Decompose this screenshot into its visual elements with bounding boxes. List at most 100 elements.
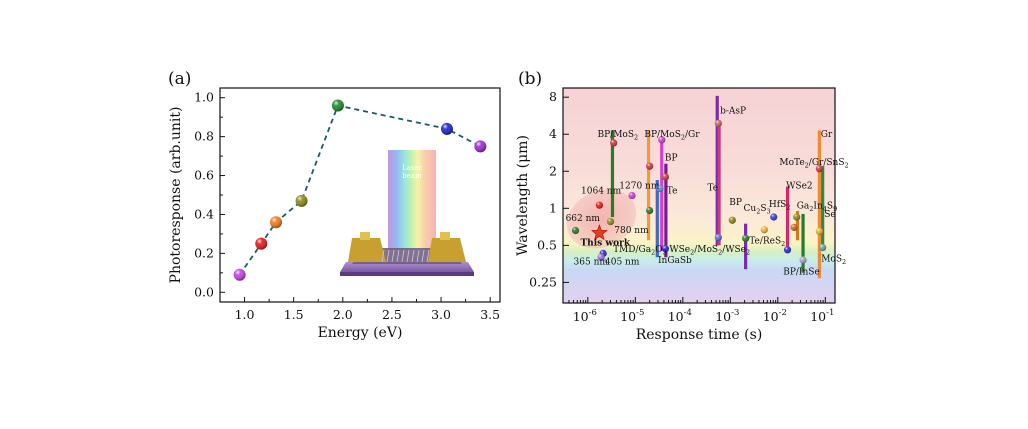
plot-frame-b: [562, 87, 836, 304]
array-line: [421, 249, 425, 263]
annotation-10: WSe2/MoS2/WSe2: [669, 245, 750, 257]
y-tick-label-a: 0.4: [194, 206, 214, 221]
data-point-b-17: [742, 234, 750, 242]
annotation-2: BP: [665, 153, 678, 163]
annotation-1: BP/MoS2/Gr: [644, 130, 700, 142]
panel-label-b: (b): [518, 69, 542, 89]
data-point-b-6: [610, 139, 618, 147]
data-point-b-9: [646, 162, 654, 170]
data-point-b-12: [661, 173, 670, 181]
array-line: [406, 249, 410, 263]
annotation-15: Te: [707, 183, 718, 193]
annotation-25: Gr: [821, 130, 833, 140]
y-tick-label-b: 0.5: [537, 237, 557, 252]
electrode-right: [428, 238, 466, 262]
x-tick-label-a: 1.0: [235, 307, 255, 322]
annotation-24: MoS2: [821, 254, 846, 266]
y-axis-title-b: Wavelength (μm): [515, 135, 531, 256]
data-point-b-13: [661, 245, 670, 253]
x-tick-label-a: 3.5: [480, 307, 500, 322]
annotation-19: WSe2: [786, 181, 812, 191]
data-point-b-18: [760, 226, 768, 234]
x-tick-label-a: 1.5: [284, 307, 304, 322]
laser-beam: [388, 150, 436, 250]
data-point-b-23: [799, 256, 807, 264]
array-line: [391, 249, 395, 263]
y-tick-label-a: 1.0: [194, 90, 214, 105]
array-line: [411, 249, 415, 263]
panel-label-a: (a): [168, 69, 191, 89]
data-point-b-21: [790, 223, 798, 231]
x-tick-label-b: 10-4: [668, 308, 692, 324]
data-point-b-0: [571, 226, 580, 235]
array-line: [381, 249, 385, 263]
x-axis-title-a: Energy (eV): [318, 325, 403, 341]
annotation-4: 1064 nm: [581, 186, 622, 196]
annotation-16: BP: [729, 198, 742, 208]
data-point-a-3: [295, 194, 308, 207]
data-point-b-22: [793, 213, 801, 221]
data-point-b-11: [656, 184, 664, 193]
annotation-7: 780 nm: [614, 226, 649, 236]
annotation-14: b-AsP: [720, 106, 746, 116]
x-tick-label-a: 2.5: [382, 307, 402, 322]
annotation-8: This work: [580, 238, 630, 248]
panel-a: (a)1.0 1.5 2.0 2.5 3.0 3.50.00.20.40.60.81.0E…: [168, 69, 501, 341]
electrode-left: [348, 238, 386, 262]
this-work-highlight: [566, 189, 637, 249]
data-point-b-14: [714, 233, 722, 242]
data-point-b-4: [597, 253, 605, 261]
y-tick-label-a: 0.2: [194, 245, 214, 260]
data-point-b-19: [770, 213, 778, 221]
annotation-5: Te: [667, 186, 678, 196]
x-tick-label-b: 10-5: [620, 308, 644, 324]
data-point-b-26: [819, 243, 827, 252]
data-point-b-1: [595, 201, 603, 209]
annotation-17: Cu2S3: [744, 204, 771, 216]
annotation-11: 365 nm: [574, 257, 609, 267]
data-point-a-2: [270, 216, 282, 229]
array-line: [396, 249, 400, 263]
contact-right: [440, 232, 450, 240]
data-point-a-0: [233, 268, 246, 281]
x-tick-label-a: 3.0: [431, 307, 451, 322]
annotation-6: 662 nm: [566, 214, 601, 224]
data-point-b-25: [815, 227, 823, 235]
annotation-21: Se: [824, 210, 836, 220]
annotation-26: MoTe2/Gr/SnS2: [779, 158, 848, 170]
data-point-a-1: [255, 237, 268, 250]
annotation-9: TMD/Ga2O3: [613, 245, 667, 257]
substrate: [340, 262, 474, 272]
y-tick-label-b: 0.25: [529, 274, 557, 289]
y-tick-label-a: 0.8: [194, 129, 214, 144]
y-tick-label-b: 2: [549, 163, 557, 178]
y-tick-label-b: 1: [549, 200, 557, 215]
data-point-a-5: [440, 122, 453, 135]
data-point-b-5: [606, 217, 615, 226]
array-line: [401, 249, 405, 263]
x-axis-title-b: Response time (s): [636, 327, 763, 343]
annotation-22: Te/ReS2: [749, 236, 785, 248]
data-point-b-10: [658, 136, 666, 144]
data-point-b-8: [646, 206, 654, 215]
array-line: [416, 249, 420, 263]
y-tick-label-b: 8: [549, 89, 557, 104]
substrate-edge: [340, 272, 474, 276]
data-point-b-16: [728, 216, 736, 224]
inset-label-line1: Laser: [402, 164, 423, 172]
y-tick-label-a: 0.6: [194, 168, 214, 183]
data-point-b-15: [714, 119, 722, 127]
y-axis-title-a: Photoresponse (arb.unit): [168, 107, 184, 284]
inset-label-line2: beam: [402, 172, 422, 180]
data-point-b-7: [628, 191, 636, 200]
this-work-star: [591, 224, 608, 241]
array-line: [386, 249, 390, 263]
annotation-18: HfS2: [769, 200, 791, 212]
data-point-b-24: [815, 165, 823, 173]
contact-left: [360, 232, 370, 240]
data-point-b-20: [783, 246, 792, 254]
